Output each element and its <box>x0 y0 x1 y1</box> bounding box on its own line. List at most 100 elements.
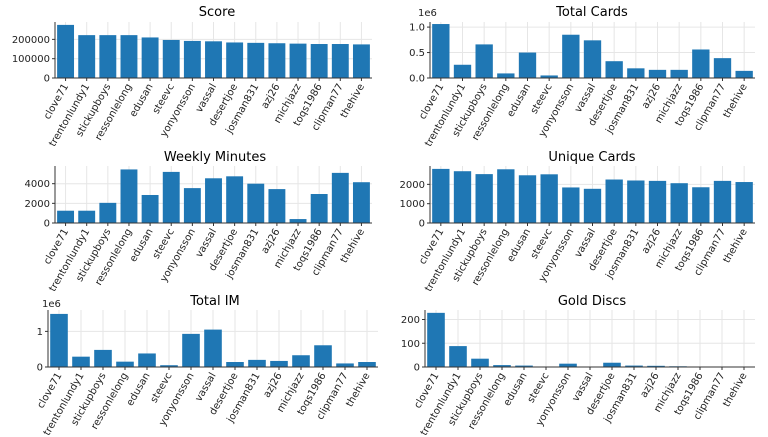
bar-clove71 <box>432 24 450 79</box>
bar-ressonlelong <box>497 169 515 223</box>
y-tick-label: 1.0 <box>409 23 425 34</box>
bar-azj26 <box>648 180 667 223</box>
bar-thehive <box>735 182 753 223</box>
bar-edusan <box>141 37 159 78</box>
bar-clipman77 <box>713 180 732 223</box>
bars <box>432 168 753 223</box>
y-tick-label: 0 <box>44 74 50 85</box>
chart-title: Total IM <box>189 294 240 309</box>
bar-vassal <box>205 178 222 223</box>
y-tick-label: 0.5 <box>409 48 425 59</box>
bar-vassal <box>205 41 222 78</box>
bar-edusan <box>518 175 537 223</box>
bar-clove71 <box>427 312 445 367</box>
bar-stickupboys <box>471 358 489 367</box>
bar-ressonlelong <box>120 169 138 223</box>
y-tick-label: 0.0 <box>409 74 425 85</box>
axis-spine <box>424 310 755 368</box>
bar-thehive <box>352 182 370 223</box>
y-axis: 0 2000 4000 <box>25 179 55 230</box>
bar-thehive <box>352 44 370 78</box>
bar-josman831 <box>627 68 645 78</box>
bar-josman831 <box>247 42 265 78</box>
bar-azj26 <box>268 189 286 223</box>
bar-azj26 <box>648 69 667 78</box>
chart-gold-discs: Gold Discs 0 100 200 clove71trentonlundy1st… <box>401 294 755 437</box>
x-axis: clove71trentonlundy1stickupboysressonlel… <box>417 223 750 294</box>
bar-trentonlundy1 <box>453 171 472 223</box>
bar-clove71 <box>57 210 75 223</box>
chart-title: Unique Cards <box>548 150 635 165</box>
x-axis: clove71trentonlundy1stickupboysressonlel… <box>42 78 367 149</box>
axis-spine <box>429 166 755 224</box>
y-axis: 0 1000 2000 <box>400 180 430 230</box>
x-axis: clove71trentonlundy1stickupboysressonlel… <box>35 367 373 437</box>
bars <box>432 24 753 79</box>
bar-toqs1986 <box>314 345 332 367</box>
chart-title: Weekly Minutes <box>164 150 266 165</box>
chart-total-cards: Total Cards 1e6 0.0 0.5 1.0 clove71trentonl… <box>409 5 755 149</box>
bar-edusan <box>515 365 533 367</box>
bar-desertjoe <box>605 179 623 223</box>
chart-title: Score <box>199 5 235 20</box>
bar-yonyonsson <box>562 34 580 78</box>
bar-desertjoe <box>226 42 244 78</box>
x-axis: clove71trentonlundy1stickupboysressonlel… <box>417 78 750 149</box>
chart-title: Gold Discs <box>558 294 627 309</box>
chart-title: Total Cards <box>555 5 628 20</box>
bar-clipman77 <box>713 58 732 78</box>
bar-josman831 <box>625 365 643 367</box>
bar-stickupboys <box>99 35 117 78</box>
axis-spine <box>429 22 755 79</box>
bar-thehive <box>735 70 753 78</box>
x-tick-label: azj26 <box>640 82 663 111</box>
y-tick-label: 200000 <box>12 35 50 46</box>
bar-yonyonsson <box>183 188 201 223</box>
bar-stickupboys <box>94 349 112 367</box>
bar-michjazz <box>289 43 307 78</box>
y-tick-label: 0 <box>419 219 425 230</box>
bars <box>50 313 376 367</box>
bar-steevc <box>162 39 180 78</box>
chart-total-im: Total IM 1e6 01clove71trentonlundy1stick… <box>35 294 378 437</box>
axis-spine <box>54 22 372 79</box>
bar-stickupboys <box>99 202 117 223</box>
bar-edusan <box>518 52 537 78</box>
y-tick-label: 0 <box>37 363 43 374</box>
offset-label: 1e6 <box>42 299 61 310</box>
bar-vassal <box>583 40 602 78</box>
bar-michjazz <box>670 183 688 223</box>
bars <box>57 24 370 78</box>
x-tick-label: azj26 <box>640 227 663 256</box>
bar-steevc <box>540 174 558 223</box>
x-tick-label: azj26 <box>262 371 285 400</box>
bar-ressonlelong <box>493 365 511 367</box>
bar-desertjoe <box>226 362 244 367</box>
bar-azj26 <box>647 365 665 367</box>
axis-spine <box>54 166 372 224</box>
bar-clove71 <box>432 168 450 223</box>
bar-michjazz <box>670 69 688 78</box>
bar-josman831 <box>247 183 265 223</box>
bar-toqs1986 <box>310 194 328 223</box>
bar-azj26 <box>268 43 286 78</box>
bar-ressonlelong <box>497 73 515 78</box>
bar-trentonlundy1 <box>72 356 90 367</box>
bar-toqs1986 <box>692 187 710 223</box>
bar-steevc <box>160 365 178 367</box>
y-tick-label: 1 <box>37 327 43 338</box>
y-tick-label: 100000 <box>12 54 50 65</box>
bar-clipman77 <box>331 172 349 223</box>
y-axis: 01 <box>37 327 48 374</box>
y-tick-label: 4000 <box>25 179 50 190</box>
x-axis: clove71trentonlundy1stickupboysressonlel… <box>42 223 367 294</box>
bar-ressonlelong <box>116 361 134 367</box>
offset-label: 1e6 <box>418 8 437 19</box>
bar-yonyonsson <box>562 187 580 223</box>
y-axis: 0.0 0.5 1.0 <box>409 23 430 85</box>
y-axis: 0 100 200 <box>401 315 425 374</box>
axis-spine <box>47 310 378 368</box>
y-tick-label: 2000 <box>400 180 425 191</box>
bar-michjazz <box>292 355 310 367</box>
